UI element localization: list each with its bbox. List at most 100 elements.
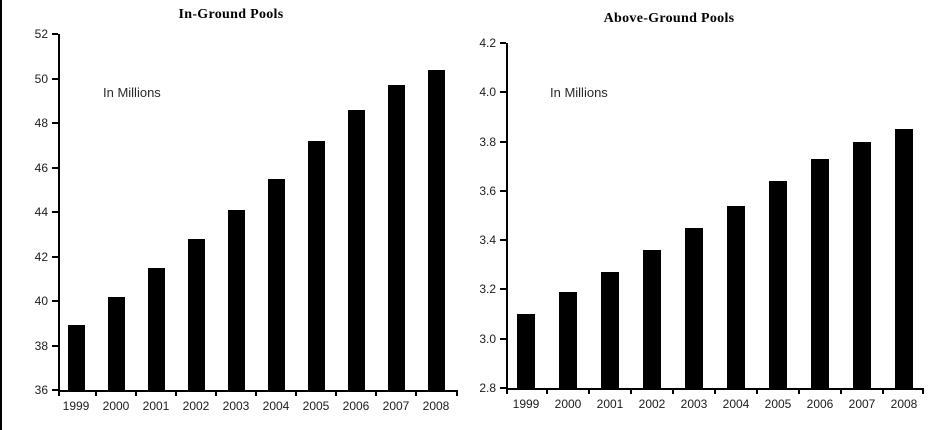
y-tick-mark — [52, 344, 58, 347]
y-tick-label: 36 — [34, 383, 48, 397]
x-category-label: 2004 — [722, 397, 750, 411]
bar-2002 — [643, 250, 661, 388]
x-tick-mark — [630, 388, 632, 394]
x-category-label: 1999 — [512, 397, 540, 411]
x-category-label: 2007 — [848, 397, 876, 411]
x-category-label: 2006 — [342, 399, 370, 413]
x-tick-mark — [588, 388, 590, 394]
x-tick-mark — [672, 388, 674, 394]
y-tick-mark — [500, 387, 506, 389]
x-category-label: 2002 — [638, 397, 666, 411]
units-annotation: In Millions — [550, 85, 608, 100]
bar-1999 — [517, 314, 535, 388]
in-ground-pools-chart: In-Ground Pools In Millions 36 38 40 42 44 46… — [34, 7, 458, 413]
bar-2003 — [227, 209, 245, 390]
above-ground-pools-chart: Above-Ground Pools In Millions 2.8 3.0 3.2… — [466, 0, 932, 430]
y-tick-label: 44 — [34, 205, 48, 219]
x-category-label: 2008 — [890, 397, 918, 411]
x-tick-mark — [215, 390, 217, 396]
y-tick-mark — [52, 255, 58, 258]
x-category-label: 2003 — [680, 397, 708, 411]
x-tick-mark — [546, 388, 548, 394]
bar-2008 — [427, 69, 445, 390]
x-tick-mark — [175, 390, 177, 396]
y-tick-label: 4.0 — [479, 85, 496, 100]
bar-2006 — [347, 109, 365, 390]
bar-2000 — [559, 291, 577, 388]
y-tick-mark — [52, 77, 58, 80]
x-tick-mark — [335, 390, 337, 396]
x-category-label: 2005 — [302, 399, 330, 413]
y-tick-mark — [500, 337, 506, 340]
x-tick-mark — [456, 390, 458, 396]
bar-2005 — [769, 181, 787, 388]
y-tick-mark — [52, 122, 58, 124]
x-tick-mark — [714, 388, 716, 394]
bar-2003 — [685, 227, 703, 388]
bar-2001 — [147, 267, 165, 390]
y-tick-label: 46 — [34, 160, 48, 175]
y-tick-mark — [500, 239, 506, 242]
in-ground-pools-plot-area: 36 38 40 42 44 46 48 50 52 1999 2000 2001 2002 2003 20… — [34, 27, 458, 413]
y-tick-label: 42 — [34, 249, 48, 264]
y-tick-label: 4.2 — [479, 36, 496, 50]
bar-2000 — [107, 296, 125, 390]
y-tick-label: 3.6 — [479, 183, 496, 198]
left-edge-line — [0, 0, 2, 430]
x-tick-mark — [882, 388, 884, 394]
x-category-label: 2004 — [262, 399, 290, 413]
y-tick-label: 48 — [34, 116, 48, 130]
y-tick-mark — [500, 189, 506, 192]
y-tick-label: 50 — [34, 71, 48, 86]
bar-2008 — [895, 129, 913, 388]
x-tick-mark — [840, 388, 842, 394]
y-tick-label: 40 — [34, 294, 48, 308]
x-tick-mark — [922, 388, 924, 394]
y-tick-label: 3.2 — [479, 282, 496, 297]
x-category-label: 2001 — [596, 397, 624, 411]
y-tick-mark — [52, 300, 58, 302]
x-category-label: 2000 — [102, 399, 130, 413]
y-tick-mark — [500, 288, 506, 291]
x-category-label: 2000 — [554, 397, 582, 411]
x-tick-mark — [798, 388, 800, 394]
units-annotation: In Millions — [103, 85, 161, 100]
y-tick-label: 3.8 — [479, 134, 496, 149]
y-tick-label: 52 — [34, 27, 48, 41]
x-axis-line — [58, 390, 457, 392]
x-tick-mark — [415, 390, 417, 396]
y-tick-label: 38 — [34, 338, 48, 353]
bar-2007 — [387, 85, 405, 390]
chart-title: In-Ground Pools — [178, 7, 284, 22]
bar-2002 — [187, 238, 205, 390]
x-category-label: 1999 — [62, 399, 90, 413]
x-category-label: 2007 — [382, 399, 410, 413]
bar-2005 — [307, 140, 325, 390]
x-category-label: 2002 — [182, 399, 210, 413]
bar-2001 — [601, 272, 619, 388]
y-axis-line — [506, 43, 508, 394]
y-tick-mark — [500, 140, 506, 143]
y-axis-line — [58, 34, 60, 396]
bar-1999 — [67, 325, 85, 390]
y-tick-label: 3.4 — [479, 233, 496, 248]
x-tick-mark — [375, 390, 377, 396]
y-tick-mark — [52, 389, 58, 391]
x-category-label: 2006 — [806, 397, 834, 411]
y-tick-label: 3.0 — [479, 331, 496, 346]
x-category-label: 2005 — [764, 397, 792, 411]
x-tick-mark — [295, 390, 297, 396]
y-tick-mark — [500, 42, 506, 44]
bar-2006 — [811, 158, 829, 388]
x-category-label: 2008 — [422, 399, 450, 413]
bar-2004 — [727, 205, 745, 388]
bar-2007 — [853, 141, 871, 388]
bar-2004 — [267, 178, 285, 390]
chart-title: Above-Ground Pools — [603, 11, 735, 26]
x-tick-mark — [135, 390, 137, 396]
y-tick-mark — [52, 33, 58, 35]
x-tick-mark — [756, 388, 758, 394]
x-category-label: 2003 — [222, 399, 250, 413]
x-tick-mark — [255, 390, 257, 396]
